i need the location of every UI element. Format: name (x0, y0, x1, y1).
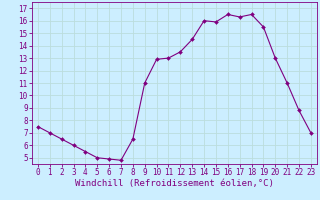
X-axis label: Windchill (Refroidissement éolien,°C): Windchill (Refroidissement éolien,°C) (75, 179, 274, 188)
